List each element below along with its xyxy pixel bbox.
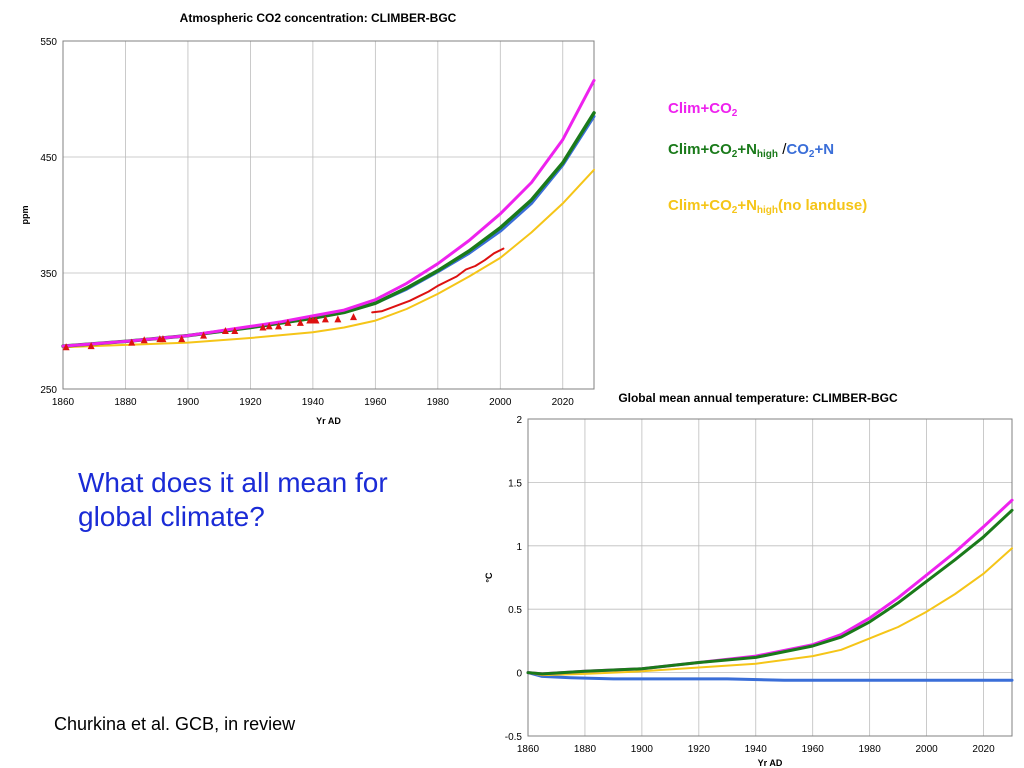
x-tick-label: 2020 xyxy=(972,744,995,755)
x-tick-label: 1940 xyxy=(302,397,325,408)
ice-core-marker xyxy=(140,336,148,344)
ice-core-marker xyxy=(275,322,283,330)
series-line-clim-co2-nhigh-no-landuse xyxy=(527,547,1013,677)
legend-green-sub1: 2 xyxy=(731,149,738,160)
legend-green-b: +N xyxy=(737,141,757,158)
y-tick-label: 0.5 xyxy=(508,605,522,616)
x-axis-label: Yr AD xyxy=(316,416,341,426)
x-tick-label: 2020 xyxy=(552,397,575,408)
legend-blue-a: CO xyxy=(786,141,809,158)
x-tick-label: 2000 xyxy=(915,744,938,755)
ice-core-marker xyxy=(259,323,267,331)
x-tick-label: 1900 xyxy=(177,397,200,408)
legend-clim-co2-n-high: Clim+CO2+Nhigh /CO2+N xyxy=(668,141,834,160)
series-line-observed-mauna-loa xyxy=(371,247,505,314)
ice-core-marker xyxy=(200,331,208,339)
ice-core-marker xyxy=(265,322,273,330)
x-tick-label: 1960 xyxy=(364,397,387,408)
x-tick-label: 1880 xyxy=(574,744,597,755)
x-tick-label: 1880 xyxy=(114,397,137,408)
plot-frame xyxy=(527,418,1013,737)
x-axis-label: Yr AD xyxy=(758,758,783,768)
legend-yellow-sub1: 2 xyxy=(731,205,738,216)
ice-core-marker xyxy=(284,318,292,326)
y-tick-label: 250 xyxy=(40,385,57,396)
legend-no-landuse: Clim+CO2+Nhigh(no landuse) xyxy=(668,197,867,216)
x-tick-label: 1860 xyxy=(52,397,75,408)
series-line-co2-n xyxy=(526,671,1014,682)
y-tick-label: 0 xyxy=(516,669,522,680)
x-tick-label: 2000 xyxy=(489,397,512,408)
y-tick-label: -0.5 xyxy=(505,732,523,743)
legend-yellow-sub2: high xyxy=(756,205,779,216)
question-text: What does it all mean for global climate… xyxy=(78,467,388,532)
x-tick-label: 1980 xyxy=(859,744,882,755)
y-tick-label: 350 xyxy=(40,269,57,280)
y-axis-label: ppm xyxy=(20,206,30,225)
y-tick-label: 550 xyxy=(40,37,57,48)
chart-title: Atmospheric CO2 concentration: CLIMBER-B… xyxy=(180,11,457,25)
ice-core-marker xyxy=(334,315,342,323)
legend-blue-sub: 2 xyxy=(808,149,815,160)
x-tick-label: 1980 xyxy=(427,397,450,408)
plot-frame xyxy=(62,40,595,390)
legend-green-a: Clim+CO xyxy=(668,141,732,158)
ice-core-marker xyxy=(231,327,239,334)
legend-separator: / xyxy=(782,141,787,158)
series-line-clim-co2-nhigh xyxy=(61,111,596,348)
ice-core-marker xyxy=(159,335,167,343)
y-tick-label: 450 xyxy=(40,153,57,164)
y-axis-label: °C xyxy=(484,572,494,583)
x-tick-label: 1900 xyxy=(631,744,654,755)
legend-green-sub2: high xyxy=(756,149,779,160)
legend-clim-co2-text: Clim+CO xyxy=(668,100,732,117)
y-tick-label: 1 xyxy=(516,542,522,553)
legend-clim-co2: Clim+CO2 xyxy=(668,100,737,119)
ice-core-marker xyxy=(87,342,95,350)
co2-chart: 1860 1880 1900 1920 1940 1960 1980 2000 2020 250 3… xyxy=(20,11,596,426)
ice-core-marker xyxy=(128,338,136,346)
x-tick-label: 1940 xyxy=(745,744,768,755)
series-line-clim-co2-nhigh-no-landuse xyxy=(62,168,595,349)
y-tick-label: 2 xyxy=(516,415,522,426)
legend-blue-b: +N xyxy=(814,141,835,158)
legend-yellow-a: Clim+CO xyxy=(668,197,732,214)
series-line-clim-co2 xyxy=(526,498,1014,676)
ice-core-marker xyxy=(178,335,186,343)
ice-core-marker xyxy=(312,316,320,324)
series-line-clim-co2-nhigh xyxy=(526,508,1014,676)
x-tick-label: 1960 xyxy=(802,744,825,755)
ice-core-marker xyxy=(349,313,357,321)
x-tick-label: 1920 xyxy=(688,744,711,755)
legend-yellow-c: (no landuse) xyxy=(778,197,868,214)
x-tick-label: 1860 xyxy=(517,744,540,755)
ice-core-marker xyxy=(62,343,70,351)
x-tick-label: 1920 xyxy=(239,397,262,408)
temperature-chart: 1860 1880 1900 1920 1940 1960 1980 2000 2020 -0.5… xyxy=(484,391,1014,768)
ice-core-marker xyxy=(221,327,229,334)
chart-title: Global mean annual temperature: CLIMBER-… xyxy=(618,391,898,405)
y-tick-label: 1.5 xyxy=(508,478,522,489)
series-line-clim-co2 xyxy=(61,78,596,348)
ice-core-marker xyxy=(296,318,304,326)
citation-text: Churkina et al. GCB, in review xyxy=(54,714,296,734)
legend-yellow-b: +N xyxy=(737,197,757,214)
legend-clim-co2-sub: 2 xyxy=(731,108,738,119)
ice-core-marker xyxy=(321,315,329,323)
